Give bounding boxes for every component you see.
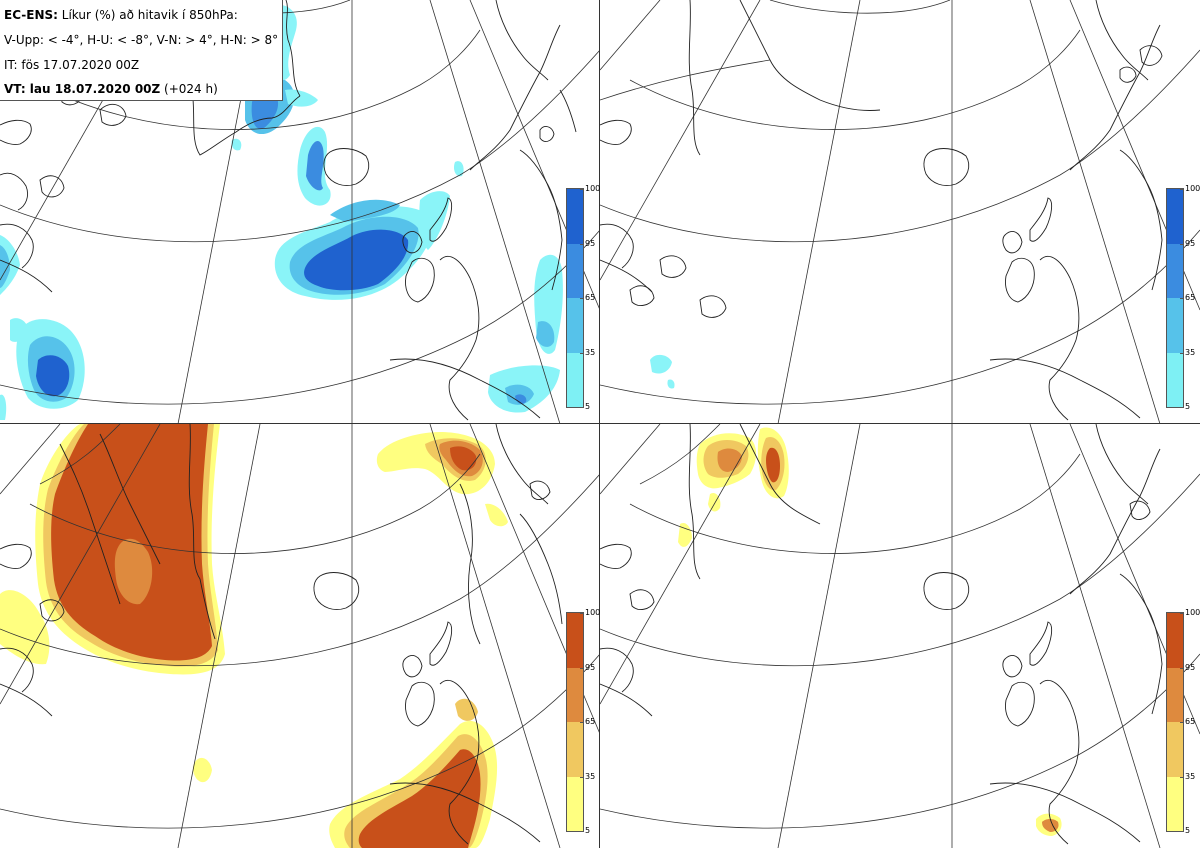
- colorbar-label: 65: [585, 717, 596, 726]
- colorbar-label: 35: [1185, 771, 1196, 781]
- colorbar-tick: [580, 298, 583, 299]
- colorbar-label: 95: [585, 662, 596, 672]
- colorbar-segment: [567, 352, 583, 407]
- colorbar-label: 35: [585, 771, 596, 781]
- colorbar-tick: [580, 352, 583, 354]
- map-panel-warm-strong: [600, 424, 1200, 848]
- coastlines: [600, 424, 1163, 845]
- colorbar-label: 65: [1185, 717, 1196, 726]
- colorbar-label: 5: [585, 402, 591, 411]
- colorbar-tick: [580, 722, 583, 723]
- colorbar-label: 100: [585, 608, 601, 617]
- probability-field: [678, 427, 1062, 836]
- colorbar-warm-right: 100 95 65 35 5: [1166, 608, 1200, 835]
- divider-vertical: [599, 0, 600, 848]
- colorbar-cold-left: 100 95 65 35 5: [566, 184, 600, 411]
- colorbar-label: 100: [585, 184, 601, 193]
- info-lead-time: (+024 h): [160, 82, 218, 96]
- colorbar-label: 65: [1185, 293, 1196, 302]
- info-title-line: EC-ENS: Líkur (%) að hitavik í 850hPa:: [4, 8, 238, 22]
- map-svg-warm-strong: [600, 424, 1200, 848]
- probability-field: [650, 354, 675, 389]
- graticule: [600, 0, 1200, 424]
- colorbar-label: 35: [585, 347, 596, 357]
- colorbar-tick: [580, 776, 583, 778]
- colorbar-segment: [567, 189, 583, 244]
- info-valid-time: VT: lau 18.07.2020 00Z: [4, 82, 161, 96]
- colorbar-segment: [1167, 722, 1183, 777]
- divider-horizontal: [0, 423, 1200, 424]
- graticule: [600, 424, 1200, 848]
- coastlines: [600, 0, 1163, 421]
- info-init-time: IT: fös 17.07.2020 00Z: [4, 58, 140, 72]
- colorbar-label: 95: [1185, 662, 1196, 672]
- colorbar-segment: [567, 667, 583, 722]
- colorbar-label: 95: [1185, 238, 1196, 248]
- colorbar-segment: [1167, 243, 1183, 298]
- colorbar-warm-left: 100 95 65 35 5: [566, 608, 600, 835]
- probability-field: [0, 424, 508, 848]
- colorbar-segment: [1167, 613, 1183, 668]
- colorbar-tick: [580, 831, 583, 832]
- colorbar-tick: [580, 407, 583, 408]
- colorbar-cold-right: 100 95 65 35 5: [1166, 184, 1200, 411]
- colorbar-tick: [1180, 298, 1183, 299]
- map-svg-cold-strong: [600, 0, 1200, 424]
- colorbar-tick: [1180, 667, 1183, 669]
- colorbar-segment: [567, 298, 583, 353]
- colorbar-segment: [567, 722, 583, 777]
- map-panel-cold-strong: [600, 0, 1200, 424]
- colorbar-label: 95: [585, 238, 596, 248]
- colorbar-tick: [580, 243, 583, 245]
- colorbar-segment: [1167, 189, 1183, 244]
- colorbar-segment: [1167, 776, 1183, 831]
- info-model: EC-ENS:: [4, 8, 58, 22]
- colorbar-tick: [1180, 352, 1183, 354]
- colorbar-label: 35: [1185, 347, 1196, 357]
- colorbar-tick: [1180, 407, 1183, 408]
- colorbar-label: 5: [1185, 826, 1191, 835]
- colorbar-tick: [1180, 243, 1183, 245]
- colorbar-label: 5: [1185, 402, 1191, 411]
- colorbar-tick: [1180, 722, 1183, 723]
- colorbar-label: 5: [585, 826, 591, 835]
- coastlines: [0, 0, 577, 421]
- info-valid-line: VT: lau 18.07.2020 00Z (+024 h): [4, 82, 218, 96]
- colorbar-segment: [567, 243, 583, 298]
- colorbar-tick: [1180, 776, 1183, 778]
- colorbar-tick: [580, 189, 583, 190]
- info-description: Líkur (%) að hitavik í 850hPa:: [57, 8, 238, 22]
- colorbar-tick: [1180, 831, 1183, 832]
- colorbar-tick: [580, 667, 583, 669]
- colorbar-segment: [567, 776, 583, 831]
- map-panel-warm-moderate: [0, 424, 600, 848]
- info-thresholds: V-Upp: < -4°, H-U: < -8°, V-N: > 4°, H-N…: [4, 33, 279, 47]
- colorbar-segment: [1167, 352, 1183, 407]
- coastlines: [0, 424, 563, 845]
- colorbar-tick: [1180, 189, 1183, 190]
- map-svg-warm-moderate: [0, 424, 600, 848]
- colorbar-segment: [567, 613, 583, 668]
- colorbar-tick: [580, 613, 583, 614]
- info-box: EC-ENS: Líkur (%) að hitavik í 850hPa: V…: [0, 0, 283, 101]
- colorbar-tick: [1180, 613, 1183, 614]
- colorbar-label: 100: [1185, 608, 1200, 617]
- colorbar-label: 65: [585, 293, 596, 302]
- colorbar-segment: [1167, 298, 1183, 353]
- colorbar-label: 100: [1185, 184, 1200, 193]
- colorbar-segment: [1167, 667, 1183, 722]
